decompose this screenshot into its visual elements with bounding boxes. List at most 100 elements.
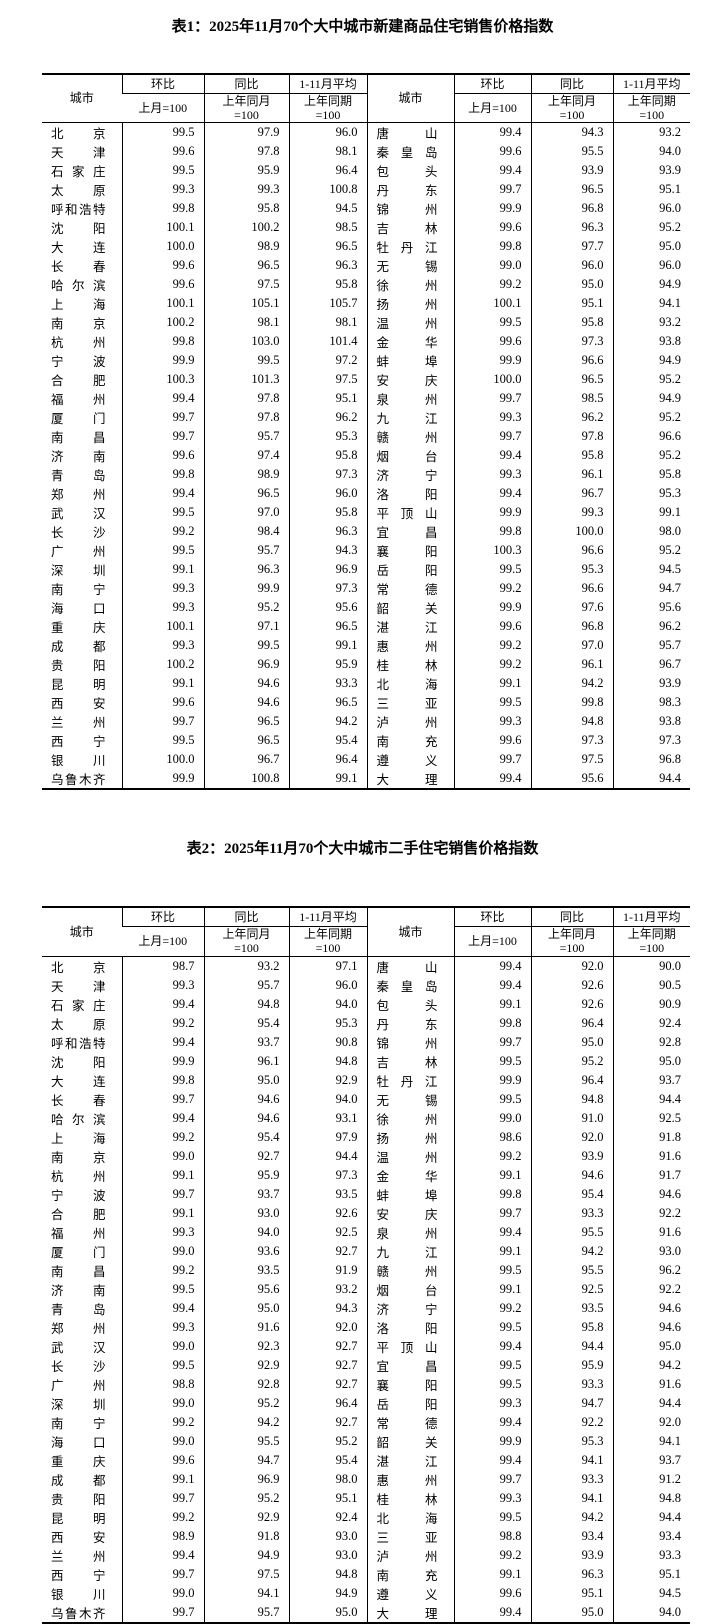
city-name: 北海 bbox=[366, 1507, 454, 1527]
table-row: 厦门 99.7 97.8 96.2 九江 99.3 96.2 95.2 bbox=[42, 408, 690, 428]
avg-value: 90.5 bbox=[612, 975, 690, 995]
avg-value: 92.2 bbox=[612, 1279, 690, 1299]
yoy-value: 92.8 bbox=[203, 1374, 289, 1394]
mom-value: 99.4 bbox=[453, 975, 531, 995]
header-avg-base: 上年同期 =100 bbox=[288, 93, 367, 124]
city-name: 洛阳 bbox=[366, 1317, 454, 1337]
header-yoy: 同比 bbox=[530, 907, 613, 927]
header-mom-base: 上月=100 bbox=[122, 926, 204, 957]
avg-value: 99.1 bbox=[288, 636, 367, 656]
mom-value: 99.4 bbox=[453, 1222, 531, 1242]
yoy-value: 92.6 bbox=[530, 975, 613, 995]
avg-value: 95.6 bbox=[288, 598, 367, 618]
city-name: 乌鲁木齐 bbox=[51, 1606, 106, 1621]
city-name: 深圳 bbox=[51, 564, 106, 579]
avg-value: 96.5 bbox=[288, 693, 367, 713]
yoy-value: 95.0 bbox=[530, 275, 613, 295]
avg-value: 94.5 bbox=[612, 1583, 690, 1603]
avg-value: 100.8 bbox=[288, 180, 367, 200]
mom-value: 99.5 bbox=[121, 122, 204, 143]
mom-value: 99.7 bbox=[121, 1564, 204, 1584]
avg-value: 95.9 bbox=[288, 655, 367, 675]
header-yoy-base: 上年同月 =100 bbox=[203, 93, 289, 124]
city-name: 扬州 bbox=[366, 294, 454, 314]
mom-value: 99.3 bbox=[453, 1488, 531, 1508]
avg-value: 96.5 bbox=[288, 237, 367, 257]
yoy-value: 93.9 bbox=[530, 1545, 613, 1565]
mom-value: 100.3 bbox=[121, 370, 204, 390]
mom-value: 99.3 bbox=[121, 975, 204, 995]
city-name: 厦门 bbox=[51, 1245, 106, 1260]
header-yoy: 同比 bbox=[203, 907, 289, 927]
mom-value: 99.9 bbox=[453, 503, 531, 523]
city-name: 重庆 bbox=[51, 1454, 106, 1469]
yoy-value: 97.9 bbox=[203, 122, 289, 143]
avg-value: 96.2 bbox=[612, 617, 690, 637]
table-row: 厦门 99.0 93.6 92.7 九江 99.1 94.2 93.0 bbox=[42, 1241, 690, 1261]
city-name: 南充 bbox=[366, 731, 454, 751]
city-name: 南昌 bbox=[51, 431, 106, 446]
avg-value: 96.3 bbox=[288, 522, 367, 542]
mom-value: 99.1 bbox=[453, 994, 531, 1014]
city-name: 赣州 bbox=[366, 1260, 454, 1280]
city-name: 长沙 bbox=[51, 526, 106, 541]
table-row: 大连 99.8 95.0 92.9 牡丹江 99.9 96.4 93.7 bbox=[42, 1070, 690, 1090]
city-name: 海口 bbox=[51, 602, 106, 617]
yoy-value: 96.6 bbox=[530, 579, 613, 599]
city-name: 温州 bbox=[366, 1146, 454, 1166]
mom-value: 99.3 bbox=[121, 1222, 204, 1242]
table-row: 沈阳 100.1 100.2 98.5 吉林 99.6 96.3 95.2 bbox=[42, 218, 690, 238]
yoy-value: 92.0 bbox=[530, 1127, 613, 1147]
yoy-value: 95.0 bbox=[203, 1070, 289, 1090]
yoy-value: 94.2 bbox=[530, 1241, 613, 1261]
avg-value: 94.8 bbox=[288, 1564, 367, 1584]
yoy-value: 97.5 bbox=[530, 750, 613, 770]
yoy-value: 96.6 bbox=[530, 541, 613, 561]
yoy-value: 95.0 bbox=[530, 1032, 613, 1052]
city-name: 北京 bbox=[51, 960, 106, 975]
avg-value: 96.0 bbox=[612, 199, 690, 219]
avg-value: 94.8 bbox=[612, 1488, 690, 1508]
avg-value: 92.4 bbox=[288, 1507, 367, 1527]
yoy-value: 96.3 bbox=[203, 560, 289, 580]
avg-value: 101.4 bbox=[288, 332, 367, 352]
header-avg: 1-11月平均 bbox=[612, 74, 690, 94]
avg-value: 97.5 bbox=[288, 370, 367, 390]
city-name: 重庆 bbox=[51, 621, 106, 636]
yoy-value: 95.5 bbox=[530, 142, 613, 162]
yoy-value: 94.9 bbox=[203, 1545, 289, 1565]
avg-value: 94.9 bbox=[612, 351, 690, 371]
yoy-value: 99.3 bbox=[203, 180, 289, 200]
avg-value: 96.4 bbox=[288, 750, 367, 770]
table-row: 合肥 99.1 93.0 92.6 安庆 99.7 93.3 92.2 bbox=[42, 1203, 690, 1223]
table1-header: 城市 环比 同比 1-11月平均 城市 环比 同比 1-11月平均 上月=100… bbox=[42, 74, 690, 124]
avg-value: 91.6 bbox=[612, 1374, 690, 1394]
table-row: 呼和浩特 99.8 95.8 94.5 锦州 99.9 96.8 96.0 bbox=[42, 199, 690, 219]
avg-value: 95.2 bbox=[612, 408, 690, 428]
table-row: 呼和浩特 99.4 93.7 90.8 锦州 99.7 95.0 92.8 bbox=[42, 1032, 690, 1052]
mom-value: 99.0 bbox=[453, 256, 531, 276]
header-yoy: 同比 bbox=[203, 74, 289, 94]
mom-value: 99.2 bbox=[453, 1545, 531, 1565]
city-name: 长春 bbox=[51, 1093, 106, 1108]
avg-value: 91.7 bbox=[612, 1165, 690, 1185]
avg-value: 94.0 bbox=[612, 1602, 690, 1623]
city-name: 湛江 bbox=[366, 1450, 454, 1470]
yoy-value: 92.9 bbox=[203, 1355, 289, 1375]
city-name: 蚌埠 bbox=[366, 351, 454, 371]
mom-value: 100.2 bbox=[121, 313, 204, 333]
avg-value: 96.8 bbox=[612, 750, 690, 770]
avg-value: 90.9 bbox=[612, 994, 690, 1014]
mom-value: 100.1 bbox=[121, 617, 204, 637]
avg-value: 92.7 bbox=[288, 1241, 367, 1261]
yoy-value: 93.4 bbox=[530, 1526, 613, 1546]
mom-value: 99.3 bbox=[453, 712, 531, 732]
yoy-value: 95.3 bbox=[530, 560, 613, 580]
avg-value: 96.7 bbox=[612, 655, 690, 675]
avg-value: 98.0 bbox=[612, 522, 690, 542]
table-row: 青岛 99.4 95.0 94.3 济宁 99.2 93.5 94.6 bbox=[42, 1298, 690, 1318]
city-name: 洛阳 bbox=[366, 484, 454, 504]
header-avg: 1-11月平均 bbox=[612, 907, 690, 927]
yoy-value: 97.5 bbox=[203, 1564, 289, 1584]
avg-value: 94.4 bbox=[612, 1089, 690, 1109]
